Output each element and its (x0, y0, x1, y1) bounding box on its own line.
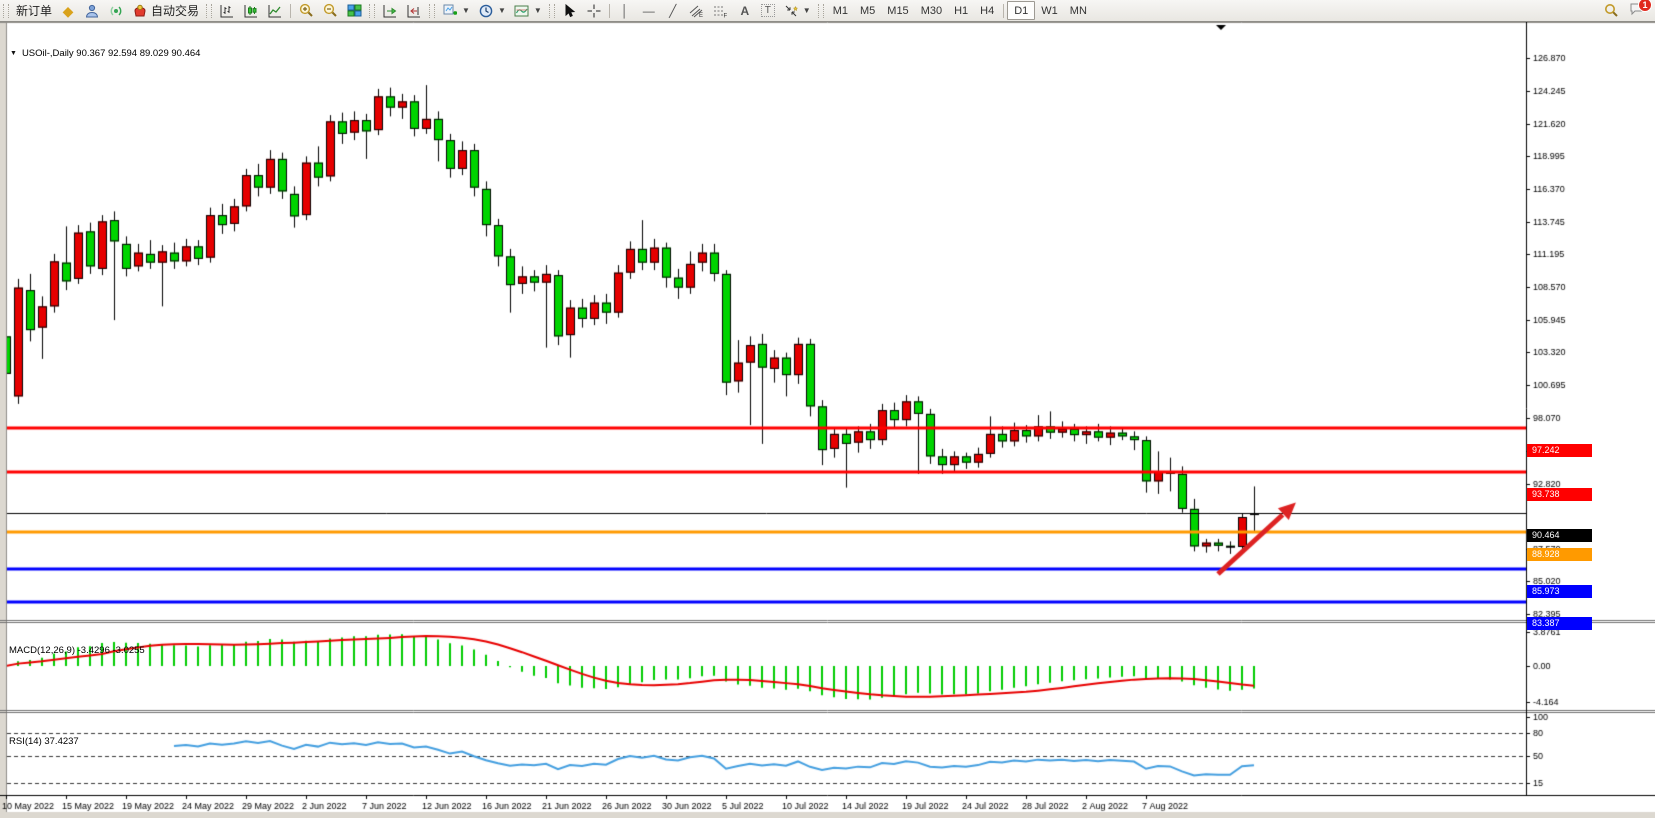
candlestick-chart-button[interactable] (239, 1, 263, 20)
zoom-out-icon (322, 3, 338, 18)
timeframe-m5[interactable]: M5 (860, 4, 876, 17)
quotes-button[interactable]: ◆ (56, 1, 80, 20)
search-icon[interactable] (1603, 3, 1619, 18)
trendline-tool-button[interactable]: ╱ (661, 1, 685, 20)
vertical-line-tool-button[interactable]: │ (613, 1, 637, 20)
chart-window: ▼ USOil-,Daily 90.367 92.594 89.029 90.4… (0, 22, 1655, 818)
label-tool-button[interactable]: T (757, 1, 779, 20)
chart-shift-icon (406, 3, 422, 18)
cursor-tool-button[interactable] (558, 1, 582, 20)
main-toolbar: 新订单 ◆ 自动交易 (0, 0, 1655, 22)
template-button[interactable]: ▼ (510, 1, 546, 20)
auto-trading-button[interactable]: 自动交易 (128, 1, 203, 20)
signals-button[interactable] (104, 1, 128, 20)
auto-trading-label: 自动交易 (151, 4, 200, 18)
auto-scroll-icon (382, 3, 398, 18)
timeframe-mn[interactable]: MN (1069, 4, 1087, 17)
crosshair-tool-button[interactable] (582, 1, 606, 20)
chevron-down-icon: ▼ (802, 6, 811, 15)
chevron-down-icon: ▼ (497, 6, 506, 15)
channel-icon: E (689, 3, 705, 18)
svg-text:E: E (699, 13, 703, 18)
toolbar-grip[interactable] (206, 3, 213, 18)
cursor-icon (562, 3, 578, 18)
bar-chart-icon (219, 3, 235, 18)
toolbar-grip[interactable] (3, 3, 9, 18)
notification-count-badge: 1 (1638, 0, 1652, 12)
person-icon (84, 3, 100, 18)
text-tool-button[interactable]: A (733, 1, 757, 20)
channel-tool-button[interactable]: E (685, 1, 709, 20)
svg-text:F: F (724, 13, 728, 18)
fibonacci-icon: F (713, 3, 729, 18)
arrows-tool-button[interactable]: ▼ (779, 1, 815, 20)
zoom-out-button[interactable] (318, 1, 342, 20)
chevron-down-icon: ▼ (462, 6, 470, 15)
label-icon: T (760, 4, 775, 17)
tile-windows-button[interactable] (342, 1, 366, 20)
period-button[interactable]: ▼ (474, 1, 510, 20)
line-chart-button[interactable] (263, 1, 287, 20)
notifications-button[interactable]: 1 (1629, 0, 1652, 20)
line-chart-icon (267, 3, 283, 18)
crosshair-icon (586, 3, 602, 18)
zoom-in-button[interactable] (294, 1, 318, 20)
timeframe-d1[interactable]: D1 (1007, 1, 1036, 20)
clock-icon (478, 3, 494, 18)
timeframe-m1[interactable]: M1 (832, 4, 848, 17)
arrows-icon (783, 3, 799, 18)
vertical-line-icon: │ (621, 3, 629, 18)
horizontal-line-tool-button[interactable]: — (637, 1, 661, 20)
chevron-down-icon: ▼ (533, 6, 542, 15)
toolbar-grip[interactable] (548, 3, 555, 18)
auto-trading-icon (132, 3, 148, 18)
timeframe-w1[interactable]: W1 (1041, 4, 1058, 17)
zoom-in-icon (298, 3, 314, 18)
price-chart-canvas[interactable] (0, 22, 1655, 818)
auto-scroll-button[interactable] (378, 1, 402, 20)
timeframe-m15[interactable]: M15 (887, 4, 909, 17)
bar-chart-button[interactable] (215, 1, 239, 20)
template-icon (514, 3, 530, 18)
toolbar-grip[interactable] (817, 3, 824, 18)
trendline-icon: ╱ (669, 3, 677, 18)
toolbar-grip[interactable] (369, 3, 376, 18)
add-indicator-button[interactable]: ▼ (438, 1, 474, 20)
tile-windows-icon (346, 3, 362, 18)
new-order-button[interactable]: 新订单 (12, 1, 56, 20)
horizontal-line-icon: — (642, 3, 655, 18)
add-indicator-icon (442, 3, 458, 18)
text-icon: A (740, 3, 750, 18)
chart-shift-button[interactable] (402, 1, 426, 20)
candlestick-chart-icon (243, 3, 259, 18)
fibonacci-tool-button[interactable]: F (709, 1, 733, 20)
community-button[interactable] (80, 1, 104, 20)
gold-diamond-icon: ◆ (62, 2, 74, 19)
toolbar-grip[interactable] (429, 3, 436, 18)
timeframe-h1[interactable]: H1 (954, 4, 969, 17)
timeframe-h4[interactable]: H4 (980, 4, 995, 17)
timeframe-m30[interactable]: M30 (920, 4, 943, 17)
signal-icon (108, 3, 124, 18)
new-order-label: 新订单 (16, 4, 53, 18)
